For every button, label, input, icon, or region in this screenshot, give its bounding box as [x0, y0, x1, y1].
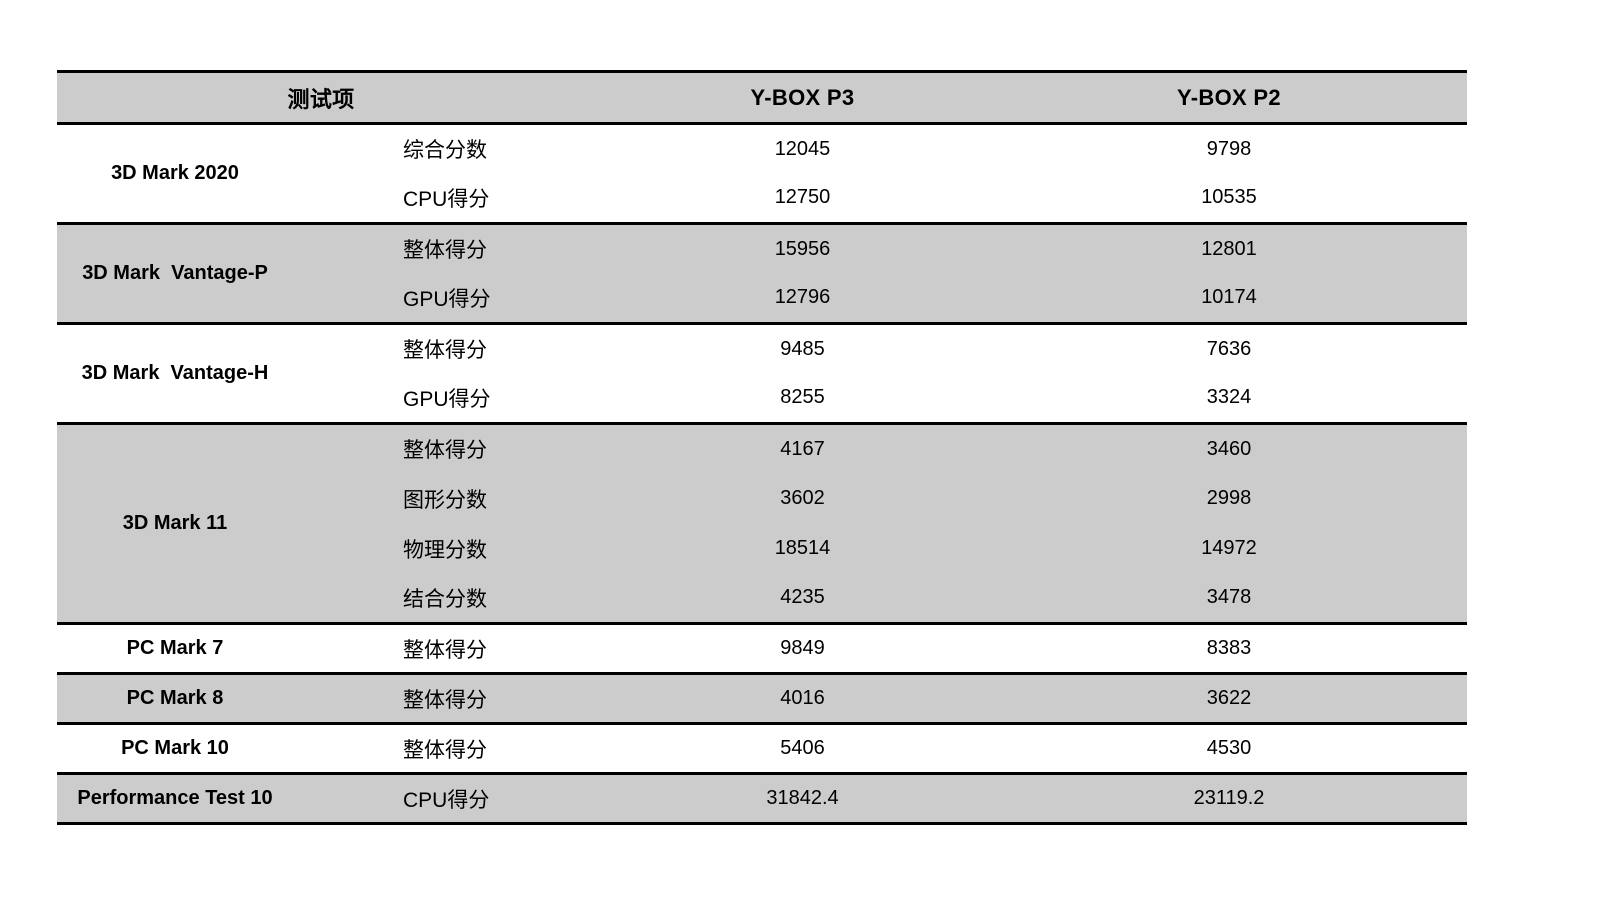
metric-label-cell: GPU得分 — [293, 373, 585, 424]
benchmark-table-container: 测试项 Y-BOX P3 Y-BOX P2 3D Mark 2020 综合分数 12… — [57, 70, 1467, 825]
benchmark-table: 测试项 Y-BOX P3 Y-BOX P2 3D Mark 2020 综合分数 12… — [57, 70, 1467, 825]
ybox-p2-value-cell: 2998 — [1020, 473, 1467, 524]
test-name-cell: 3D Mark Vantage-P — [57, 223, 293, 324]
table-row: 结合分数 4235 3478 — [57, 573, 1467, 624]
ybox-p2-value-cell: 8383 — [1020, 623, 1467, 674]
table-row: PC Mark 10 整体得分 5406 4530 — [57, 723, 1467, 774]
table-row: CPU得分 12750 10535 — [57, 173, 1467, 224]
ybox-p2-value-cell: 14972 — [1020, 523, 1467, 574]
ybox-p3-value-cell: 3602 — [585, 473, 1020, 524]
ybox-p3-value-cell: 12796 — [585, 273, 1020, 324]
ybox-p2-value-cell: 23119.2 — [1020, 773, 1467, 824]
table-row: Performance Test 10 CPU得分 31842.4 23119.2 — [57, 773, 1467, 824]
ybox-p3-value-cell: 4167 — [585, 423, 1020, 474]
ybox-p2-value-cell: 12801 — [1020, 223, 1467, 274]
metric-label-cell: 图形分数 — [293, 473, 585, 524]
metric-label-cell: 整体得分 — [293, 223, 585, 274]
metric-label-cell: 综合分数 — [293, 123, 585, 174]
header-cell-ybox-p3: Y-BOX P3 — [585, 71, 1020, 124]
ybox-p2-value-cell: 10535 — [1020, 173, 1467, 224]
ybox-p2-value-cell: 4530 — [1020, 723, 1467, 774]
ybox-p3-value-cell: 5406 — [585, 723, 1020, 774]
metric-label-cell: 整体得分 — [293, 623, 585, 674]
metric-label-cell: 整体得分 — [293, 723, 585, 774]
table-row: 物理分数 18514 14972 — [57, 523, 1467, 574]
test-name-cell: PC Mark 10 — [57, 723, 293, 774]
test-name-cell: 3D Mark Vantage-H — [57, 323, 293, 424]
table-row: 图形分数 3602 2998 — [57, 473, 1467, 524]
ybox-p2-value-cell: 9798 — [1020, 123, 1467, 174]
ybox-p2-value-cell: 3460 — [1020, 423, 1467, 474]
ybox-p3-value-cell: 12750 — [585, 173, 1020, 224]
ybox-p3-value-cell: 15956 — [585, 223, 1020, 274]
table-row: GPU得分 8255 3324 — [57, 373, 1467, 424]
metric-label-cell: CPU得分 — [293, 773, 585, 824]
header-row: 测试项 Y-BOX P3 Y-BOX P2 — [57, 71, 1467, 124]
ybox-p3-value-cell: 18514 — [585, 523, 1020, 574]
ybox-p2-value-cell: 3478 — [1020, 573, 1467, 624]
ybox-p3-value-cell: 12045 — [585, 123, 1020, 174]
test-name-cell: 3D Mark 11 — [57, 423, 293, 624]
table-row: 3D Mark 11 整体得分 4167 3460 — [57, 423, 1467, 624]
metric-label-cell: 整体得分 — [293, 323, 585, 374]
header-cell-test-item: 测试项 — [57, 71, 585, 124]
ybox-p3-value-cell: 8255 — [585, 373, 1020, 424]
table-row: GPU得分 12796 10174 — [57, 273, 1467, 324]
table-header: 测试项 Y-BOX P3 Y-BOX P2 — [57, 71, 1467, 124]
table-row: 3D Mark Vantage-P 整体得分 15956 12801 — [57, 223, 1467, 324]
test-name-cell: 3D Mark 2020 — [57, 123, 293, 224]
ybox-p3-value-cell: 31842.4 — [585, 773, 1020, 824]
ybox-p2-value-cell: 7636 — [1020, 323, 1467, 374]
benchmark-table-body: 3D Mark 2020 综合分数 12045 9798 CPU得分 12750 10535… — [57, 123, 1467, 824]
ybox-p3-value-cell: 9849 — [585, 623, 1020, 674]
header-cell-ybox-p2: Y-BOX P2 — [1020, 71, 1467, 124]
table-row: 3D Mark 2020 综合分数 12045 9798 — [57, 123, 1467, 224]
metric-label-cell: CPU得分 — [293, 173, 585, 224]
ybox-p3-value-cell: 4235 — [585, 573, 1020, 624]
metric-label-cell: 整体得分 — [293, 423, 585, 474]
ybox-p3-value-cell: 9485 — [585, 323, 1020, 374]
metric-label-cell: 物理分数 — [293, 523, 585, 574]
ybox-p2-value-cell: 3622 — [1020, 673, 1467, 724]
ybox-p2-value-cell: 10174 — [1020, 273, 1467, 324]
table-row: PC Mark 8 整体得分 4016 3622 — [57, 673, 1467, 724]
test-name-cell: PC Mark 8 — [57, 673, 293, 724]
metric-label-cell: 整体得分 — [293, 673, 585, 724]
ybox-p2-value-cell: 3324 — [1020, 373, 1467, 424]
metric-label-cell: GPU得分 — [293, 273, 585, 324]
test-name-cell: Performance Test 10 — [57, 773, 293, 824]
table-row: PC Mark 7 整体得分 9849 8383 — [57, 623, 1467, 674]
table-row: 3D Mark Vantage-H 整体得分 9485 7636 — [57, 323, 1467, 424]
metric-label-cell: 结合分数 — [293, 573, 585, 624]
test-name-cell: PC Mark 7 — [57, 623, 293, 674]
ybox-p3-value-cell: 4016 — [585, 673, 1020, 724]
